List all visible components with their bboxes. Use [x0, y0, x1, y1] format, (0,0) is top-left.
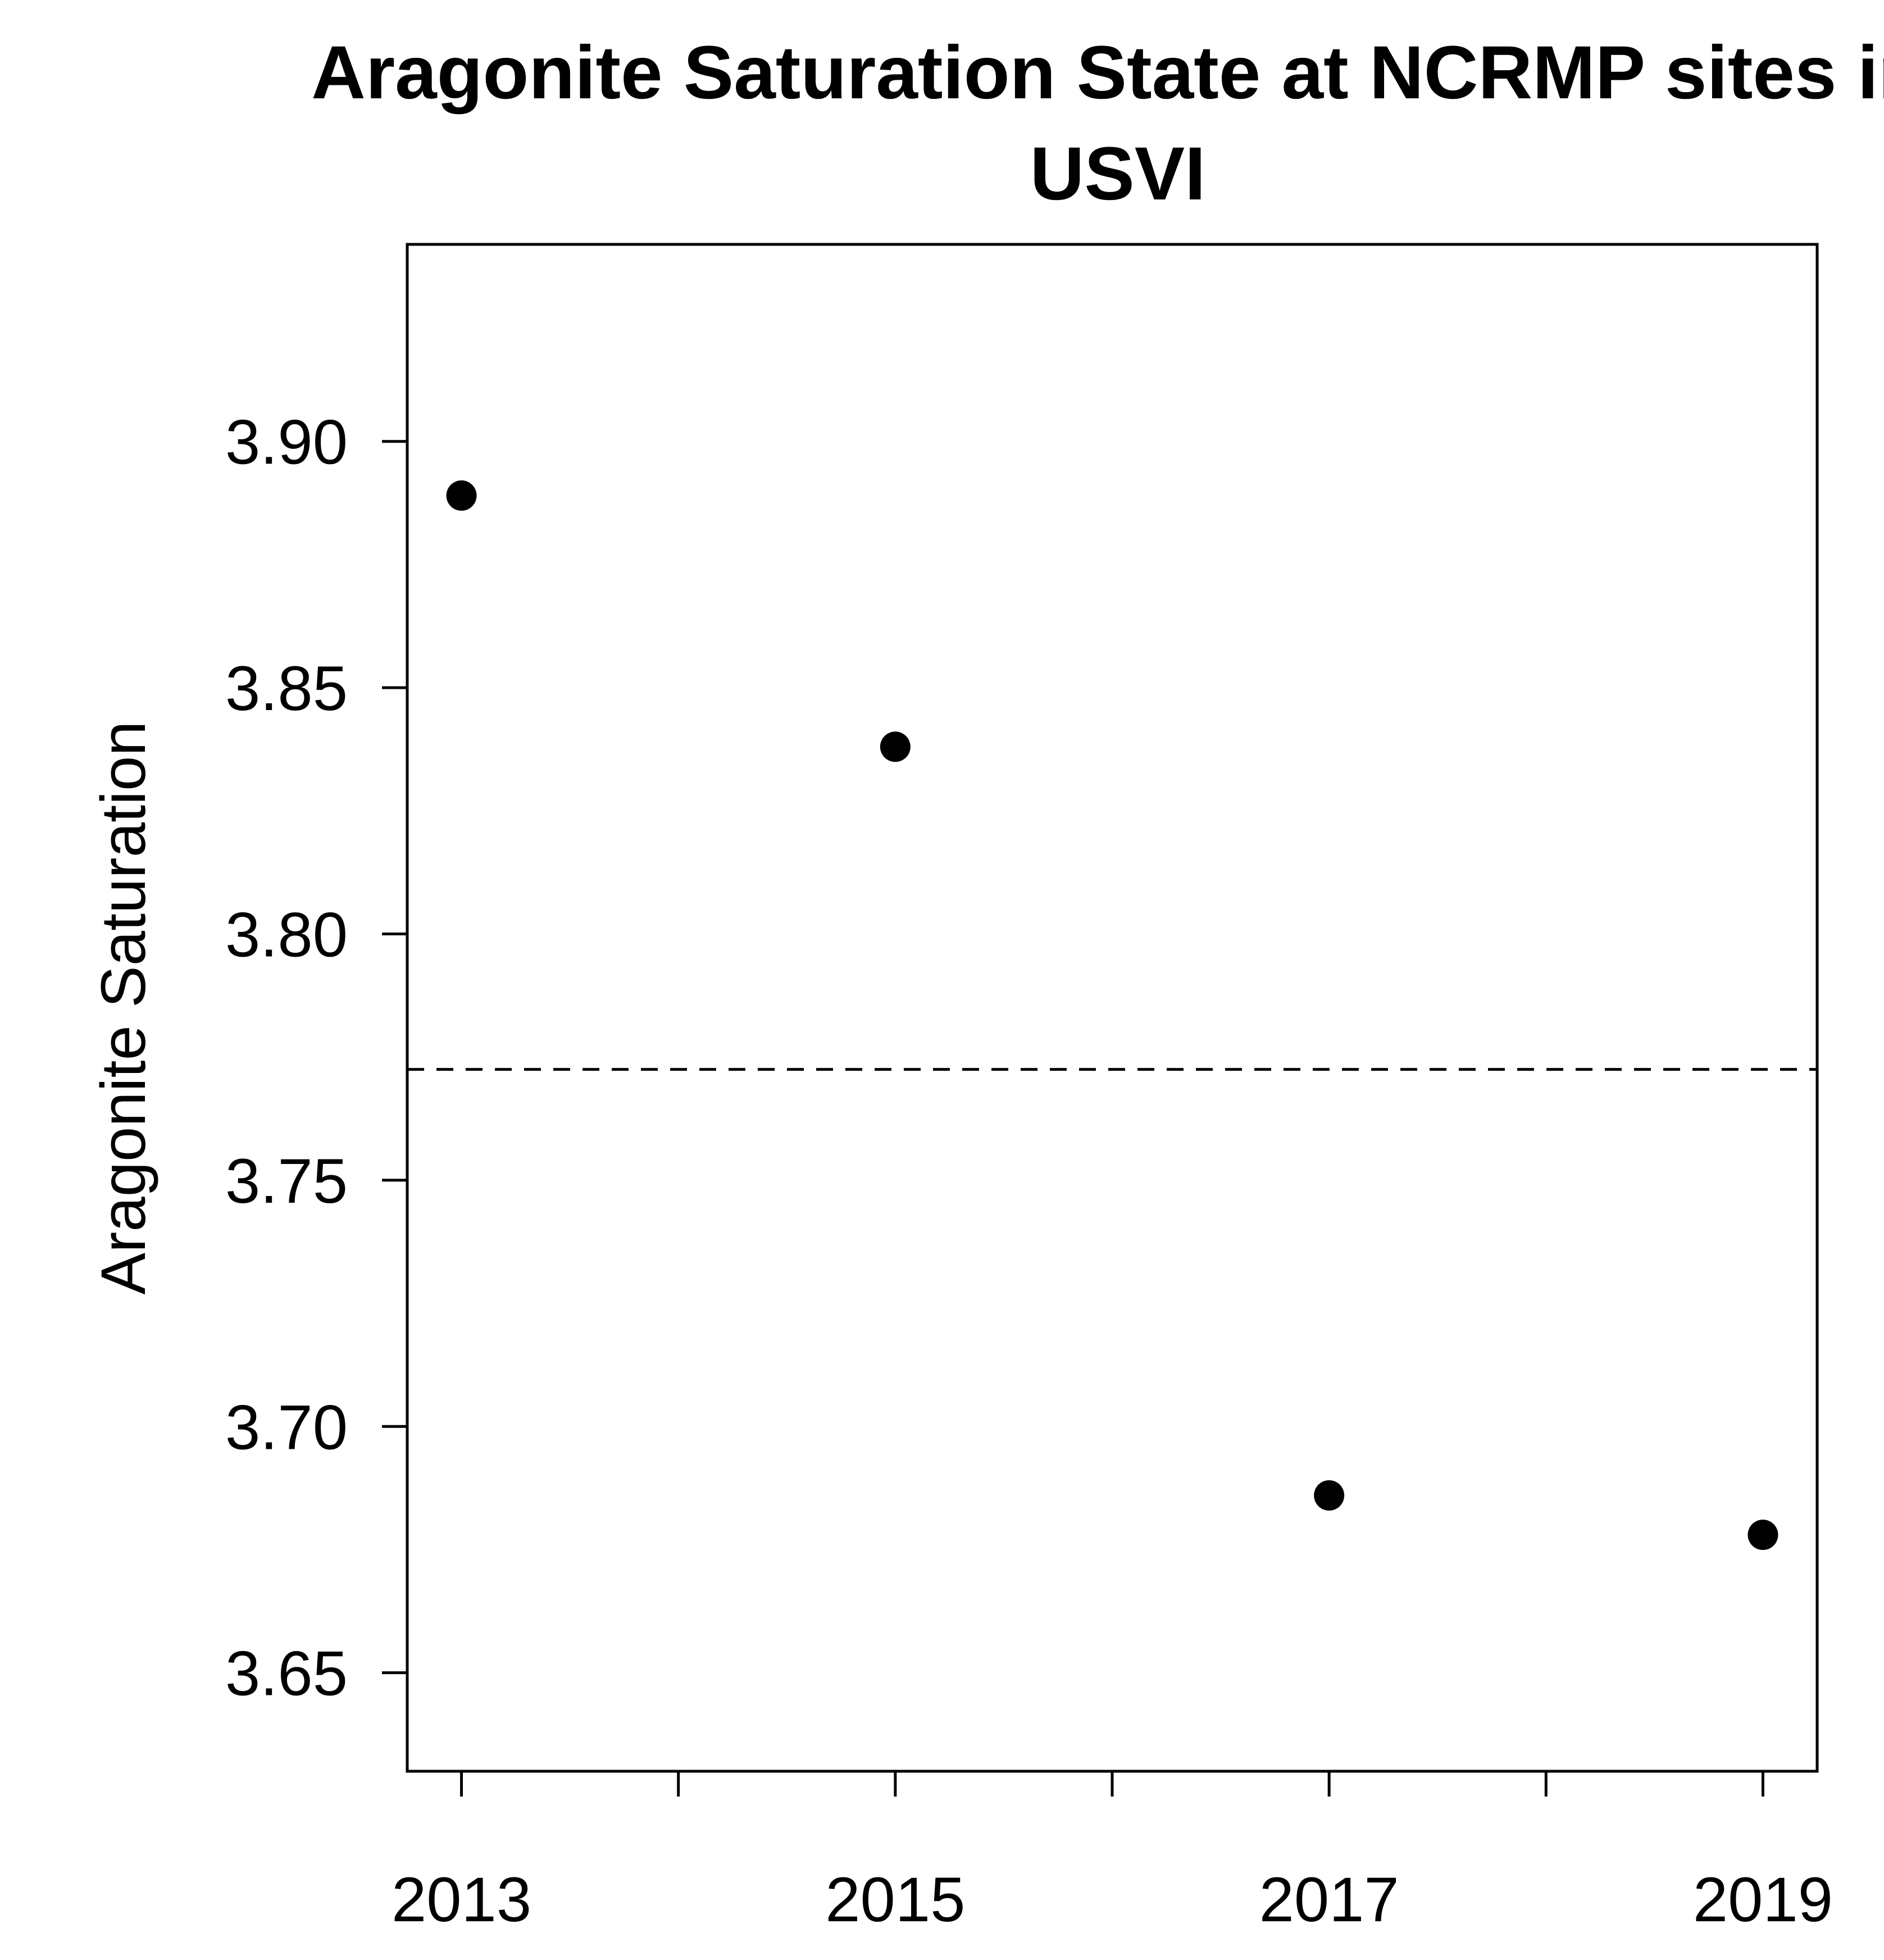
y-tick-label: 3.80	[225, 899, 348, 970]
chart-title: Aragonite Saturation State at NCRMP site…	[311, 31, 1884, 216]
chart-title-line-2: USVI	[1030, 132, 1206, 216]
y-tick-label: 3.70	[225, 1392, 348, 1462]
x-tick-label: 2013	[392, 1864, 531, 1935]
chart-title-line-1: Aragonite Saturation State at NCRMP site…	[311, 31, 1884, 115]
data-point	[1314, 1480, 1345, 1511]
data-point	[1748, 1520, 1778, 1550]
x-tick-label: 2017	[1259, 1864, 1399, 1935]
data-point	[446, 480, 477, 511]
x-axis: 2013 2015 2017 2019	[392, 1771, 1833, 1935]
y-tick-label: 3.75	[225, 1146, 348, 1216]
x-tick-label: 2015	[825, 1864, 965, 1935]
data-points	[446, 480, 1778, 1550]
y-tick-label: 3.85	[225, 653, 348, 724]
plot-frame	[406, 243, 1819, 1773]
y-axis: 3.65 3.70 3.75 3.80 3.85 3.90	[225, 407, 407, 1709]
y-tick-label: 3.65	[225, 1639, 348, 1709]
y-tick-label: 3.90	[225, 407, 348, 478]
y-axis-label: Aragonite Saturation	[88, 721, 158, 1294]
x-tick-label: 2019	[1693, 1864, 1833, 1935]
data-point	[880, 731, 911, 762]
